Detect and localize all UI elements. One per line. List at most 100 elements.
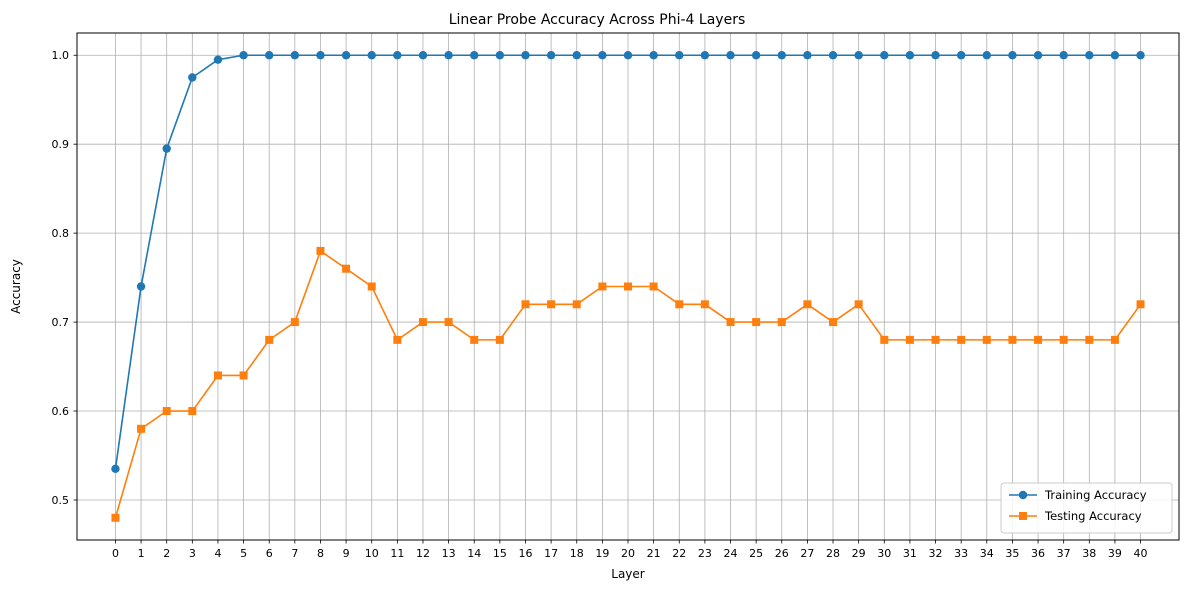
data-point-circle [111, 464, 120, 474]
data-point-circle [1136, 51, 1145, 60]
data-point-square [700, 300, 709, 309]
x-tick-label: 32 [929, 547, 943, 560]
y-tick-label: 0.8 [52, 227, 70, 240]
data-point-circle [495, 51, 505, 60]
data-point-square [1110, 335, 1119, 344]
data-point-circle [828, 51, 838, 60]
legend-label: Testing Accuracy [1044, 509, 1142, 523]
x-tick-label: 34 [980, 547, 994, 560]
data-point-square [367, 282, 376, 291]
data-point-circle [213, 55, 223, 64]
data-point-square [1059, 335, 1068, 344]
data-point-square [905, 335, 914, 344]
x-tick-label: 16 [518, 547, 532, 560]
x-tick-label: 30 [877, 547, 891, 560]
x-axis-label: Layer [611, 567, 645, 581]
y-axis-label: Accuracy [9, 259, 23, 314]
x-tick-label: 10 [365, 547, 379, 560]
data-point-circle [956, 51, 966, 60]
x-tick-label: 36 [1031, 547, 1045, 560]
legend-marker-square [1019, 512, 1027, 520]
data-point-circle [188, 73, 197, 82]
x-tick-label: 38 [1082, 547, 1096, 560]
data-point-circle [1085, 51, 1094, 60]
x-tick-label: 21 [647, 547, 661, 560]
data-point-circle [546, 51, 556, 60]
data-point-square [598, 282, 607, 291]
x-tick-label: 4 [214, 547, 221, 560]
y-tick-label: 0.6 [52, 405, 70, 418]
data-point-square [752, 318, 761, 327]
data-point-circle [854, 51, 863, 60]
x-tick-label: 11 [390, 547, 404, 560]
x-tick-label: 26 [775, 547, 789, 560]
data-point-square [572, 300, 581, 309]
x-tick-label: 8 [317, 547, 324, 560]
y-tick-label: 0.5 [52, 494, 70, 507]
data-point-square [982, 335, 991, 344]
data-point-square [111, 513, 120, 522]
data-point-circle [162, 144, 171, 153]
data-point-circle [777, 51, 786, 60]
data-point-square [880, 335, 889, 344]
data-point-square [316, 246, 325, 255]
data-point-circle [418, 51, 428, 60]
data-point-square [418, 318, 427, 327]
axis-ticks: 0 1 2 3 4 5 6 7 8 9 10 11 12 13 14 15 16 17 18 19 20 21 22 23 24… [52, 49, 1148, 560]
x-tick-label: 14 [467, 547, 481, 560]
x-tick-label: 24 [724, 547, 738, 560]
x-tick-label: 3 [189, 547, 196, 560]
x-tick-label: 39 [1108, 547, 1122, 560]
x-tick-label: 6 [266, 547, 273, 560]
data-point-circle [341, 51, 351, 60]
legend-label: Training Accuracy [1044, 488, 1147, 502]
data-point-circle [982, 51, 991, 60]
x-tick-label: 18 [570, 547, 584, 560]
x-tick-label: 5 [240, 547, 247, 560]
x-tick-label: 2 [163, 547, 170, 560]
y-tick-label: 0.7 [52, 316, 70, 329]
data-point-circle [880, 51, 889, 60]
data-point-square [1034, 335, 1043, 344]
data-point-square [213, 371, 222, 380]
x-tick-label: 22 [672, 547, 686, 560]
x-tick-label: 27 [800, 547, 814, 560]
data-point-circle [623, 51, 633, 60]
data-point-square [829, 318, 838, 327]
x-tick-label: 7 [291, 547, 298, 560]
data-point-circle [649, 51, 658, 60]
x-tick-label: 15 [493, 547, 507, 560]
x-tick-label: 13 [442, 547, 456, 560]
data-point-square [290, 318, 299, 327]
data-point-square [547, 300, 556, 309]
data-point-circle [367, 51, 376, 60]
data-point-circle [444, 51, 453, 60]
x-tick-label: 40 [1134, 547, 1148, 560]
y-tick-label: 1.0 [52, 49, 70, 62]
series-1 [111, 246, 1145, 522]
x-tick-label: 23 [698, 547, 712, 560]
data-point-circle [470, 51, 479, 60]
data-point-square [444, 318, 453, 327]
data-point-circle [1059, 51, 1068, 60]
x-tick-label: 33 [954, 547, 968, 560]
data-point-square [137, 424, 146, 433]
data-point-square [342, 264, 351, 273]
data-point-circle [1033, 51, 1043, 60]
series-0 [111, 51, 1145, 474]
data-point-square [188, 407, 197, 416]
data-point-circle [1110, 51, 1120, 60]
chart-title: Linear Probe Accuracy Across Phi-4 Layer… [449, 12, 746, 28]
data-point-circle [726, 51, 735, 60]
x-tick-label: 19 [595, 547, 609, 560]
data-point-circle [521, 51, 530, 60]
data-point-square [521, 300, 530, 309]
data-point-square [1085, 335, 1094, 344]
x-tick-label: 25 [749, 547, 763, 560]
legend-box [1000, 482, 1173, 534]
legend: Training Accuracy Testing Accuracy [1000, 482, 1173, 534]
data-point-square [239, 371, 248, 380]
x-tick-label: 20 [621, 547, 635, 560]
x-tick-label: 1 [138, 547, 145, 560]
